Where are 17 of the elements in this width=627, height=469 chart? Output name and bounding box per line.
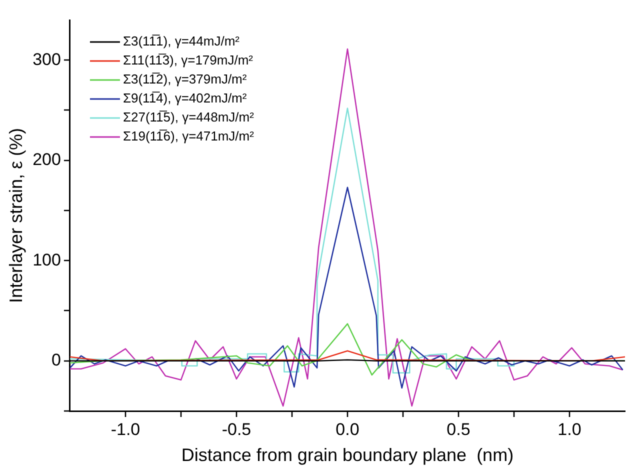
legend-label: Σ3(11̅1), γ=44mJ/m² <box>122 34 240 49</box>
legend-label: Σ9(11̅4), γ=402mJ/m² <box>122 90 248 106</box>
x-tick-label: 1.0 <box>558 420 582 439</box>
y-tick-label: 100 <box>32 250 61 270</box>
x-tick-label: 0.0 <box>336 420 360 439</box>
x-tick-label: 0.5 <box>446 420 470 439</box>
x-axis-title: Distance from grain boundary plane (nm) <box>181 445 514 466</box>
x-tick-label: -1.0 <box>110 420 140 439</box>
y-tick-label: 200 <box>32 150 61 170</box>
x-tick-label: -0.5 <box>222 420 252 439</box>
legend-label: Σ11(11̅3), γ=179mJ/m² <box>122 52 254 68</box>
legend-label: Σ19(11̅6), γ=471mJ/m² <box>122 128 255 144</box>
y-tick-label: 300 <box>32 50 61 69</box>
y-tick-label: 0 <box>51 350 61 370</box>
legend-label: Σ27(11̅5), γ=448mJ/m² <box>122 110 255 125</box>
legend-label: Σ3(11̅2), γ=379mJ/m² <box>122 72 248 87</box>
y-axis-title: Interlayer strain, ε (%) <box>6 128 26 304</box>
